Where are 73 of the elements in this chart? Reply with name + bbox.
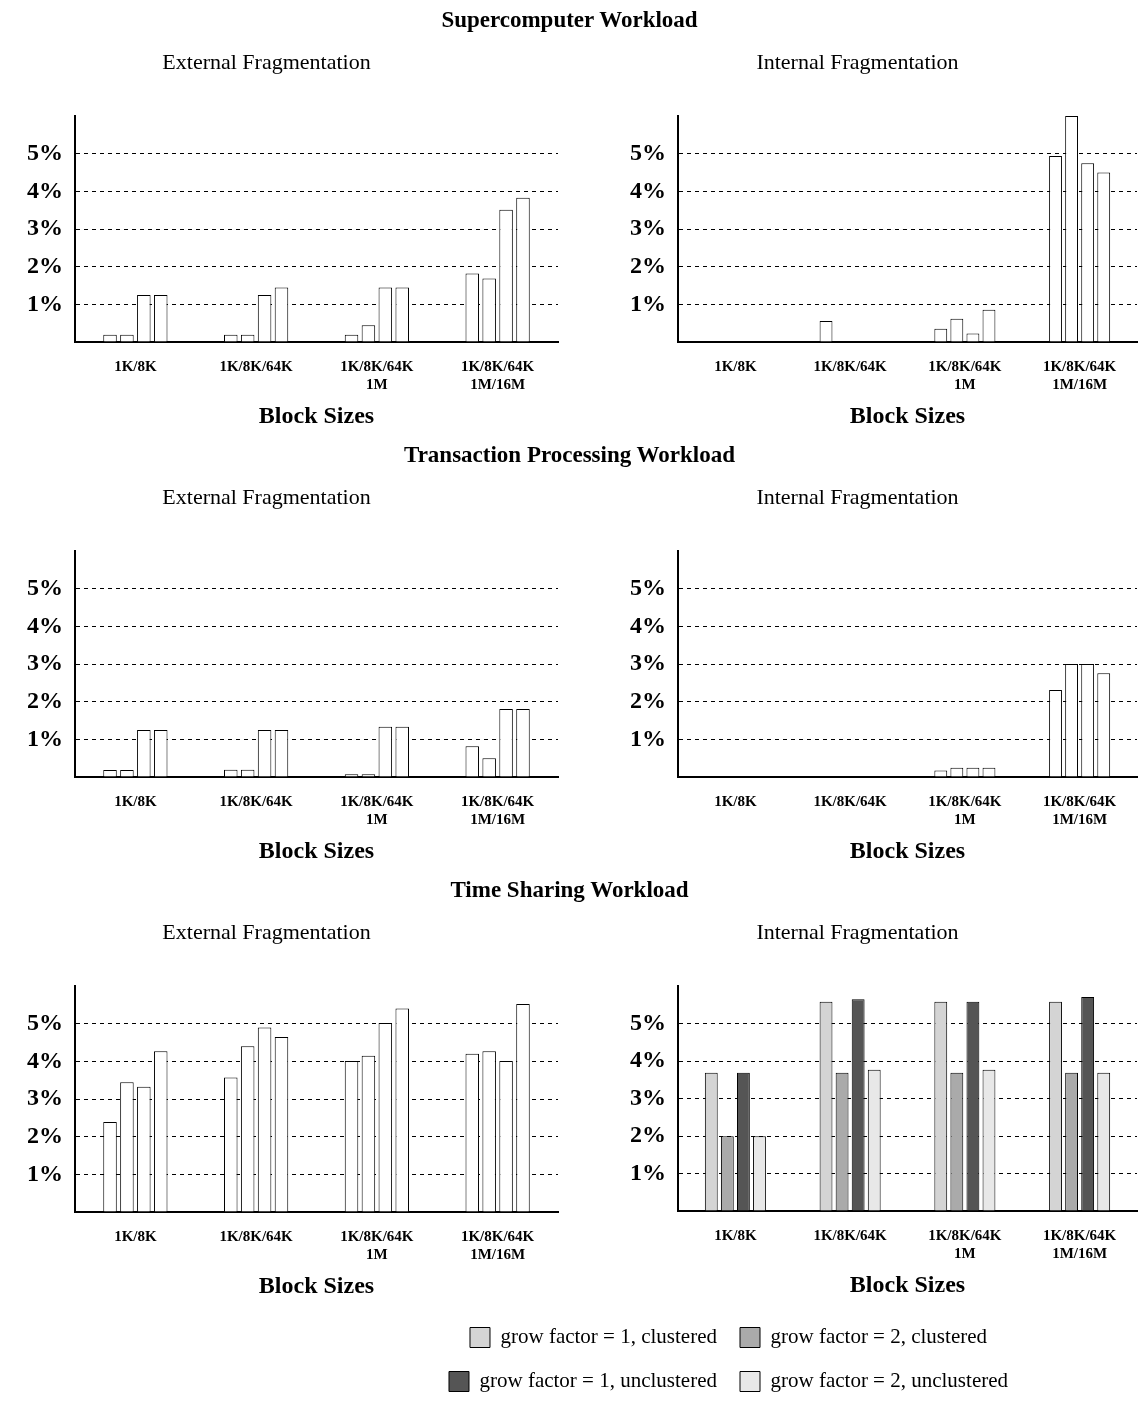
x-tick-label: 1K/8K bbox=[714, 358, 757, 375]
y-tick-label: 2% bbox=[27, 1122, 63, 1148]
y-tick-label: 1% bbox=[27, 289, 63, 316]
y-tick-label: 1% bbox=[630, 289, 666, 316]
y-tick-label: 1% bbox=[27, 724, 63, 751]
y-tick-label: 4% bbox=[27, 176, 63, 203]
x-tick-label: 1K/8K/64K 1M bbox=[340, 793, 414, 828]
y-tick-label: 5% bbox=[27, 573, 63, 600]
x-tick-label: 1K/8K bbox=[114, 793, 157, 810]
x-tick-label: 1K/8K bbox=[714, 793, 757, 810]
y-tick-label: 4% bbox=[27, 1046, 63, 1073]
x-tick-label: 1K/8K/64K 1M bbox=[928, 793, 1002, 828]
x-tick-label: 1K/8K/64K 1M/16M bbox=[460, 358, 535, 393]
legend-label: grow factor = 1, unclustered bbox=[479, 1368, 718, 1393]
x-tick-label: 1K/8K/64K bbox=[813, 1227, 888, 1244]
x-tick-label: 1K/8K/64K bbox=[813, 358, 888, 375]
y-tick-label: 2% bbox=[27, 687, 63, 713]
x-tick-label: 1K/8K/64K 1M/16M bbox=[460, 1228, 535, 1263]
x-axis-title: Block Sizes bbox=[258, 401, 375, 428]
legend-label: grow factor = 2, unclustered bbox=[770, 1368, 1009, 1393]
y-tick-label: 3% bbox=[27, 214, 63, 241]
chart-subtitle: External Fragmentation bbox=[162, 483, 371, 509]
x-tick-label: 1K/8K/64K 1M bbox=[340, 358, 414, 393]
y-tick-label: 2% bbox=[630, 687, 666, 713]
x-tick-label: 1K/8K/64K 1M/16M bbox=[1042, 793, 1117, 828]
x-tick-label: 1K/8K bbox=[114, 358, 157, 375]
y-tick-label: 4% bbox=[27, 611, 63, 638]
y-tick-label: 2% bbox=[630, 252, 666, 278]
y-tick-label: 3% bbox=[27, 1084, 63, 1111]
x-tick-label: 1K/8K/64K bbox=[219, 358, 294, 375]
y-tick-label: 5% bbox=[630, 138, 666, 165]
y-tick-label: 2% bbox=[630, 1121, 666, 1148]
y-tick-label: 3% bbox=[630, 649, 666, 676]
x-axis-title: Block Sizes bbox=[849, 1270, 966, 1297]
x-axis-title: Block Sizes bbox=[849, 401, 966, 428]
x-tick-label: 1K/8K/64K 1M bbox=[340, 1228, 414, 1263]
y-tick-label: 3% bbox=[630, 1083, 666, 1110]
y-tick-label: 5% bbox=[630, 1008, 666, 1035]
legend-label: grow factor = 2, clustered bbox=[770, 1324, 988, 1349]
legend-label: grow factor = 1, clustered bbox=[500, 1324, 718, 1349]
chart-subtitle: Internal Fragmentation bbox=[756, 483, 959, 509]
chart-subtitle: External Fragmentation bbox=[162, 918, 371, 944]
chart-subtitle: Internal Fragmentation bbox=[756, 48, 959, 74]
x-tick-label: 1K/8K bbox=[114, 1228, 157, 1245]
y-tick-label: 4% bbox=[630, 176, 666, 203]
y-tick-label: 5% bbox=[27, 138, 63, 165]
x-tick-label: 1K/8K bbox=[714, 1227, 757, 1244]
y-tick-label: 1% bbox=[630, 724, 666, 751]
chart-title: Supercomputer Workload bbox=[440, 6, 699, 34]
x-tick-label: 1K/8K/64K 1M bbox=[928, 1227, 1002, 1262]
x-tick-label: 1K/8K/64K 1M/16M bbox=[1042, 1227, 1117, 1262]
x-tick-label: 1K/8K/64K bbox=[813, 793, 888, 810]
x-tick-label: 1K/8K/64K 1M/16M bbox=[460, 793, 535, 828]
x-tick-label: 1K/8K/64K bbox=[219, 1228, 294, 1245]
y-tick-label: 5% bbox=[630, 573, 666, 600]
x-axis-title: Block Sizes bbox=[849, 836, 966, 863]
x-tick-label: 1K/8K/64K 1M/16M bbox=[1042, 358, 1117, 393]
chart-title: Transaction Processing Workload bbox=[403, 441, 736, 469]
y-tick-label: 5% bbox=[27, 1008, 63, 1035]
chart-title: Time Sharing Workload bbox=[449, 876, 690, 904]
y-tick-label: 4% bbox=[630, 611, 666, 638]
y-tick-label: 1% bbox=[630, 1158, 666, 1185]
chart-subtitle: External Fragmentation bbox=[162, 48, 371, 74]
y-tick-label: 3% bbox=[630, 214, 666, 241]
y-tick-label: 1% bbox=[27, 1159, 63, 1186]
x-axis-title: Block Sizes bbox=[258, 1271, 375, 1298]
y-tick-label: 4% bbox=[630, 1046, 666, 1073]
chart-subtitle: Internal Fragmentation bbox=[756, 918, 959, 944]
x-tick-label: 1K/8K/64K bbox=[219, 793, 294, 810]
y-tick-label: 2% bbox=[27, 252, 63, 278]
x-axis-title: Block Sizes bbox=[258, 836, 375, 863]
x-tick-label: 1K/8K/64K 1M bbox=[928, 358, 1002, 393]
y-tick-label: 3% bbox=[27, 649, 63, 676]
